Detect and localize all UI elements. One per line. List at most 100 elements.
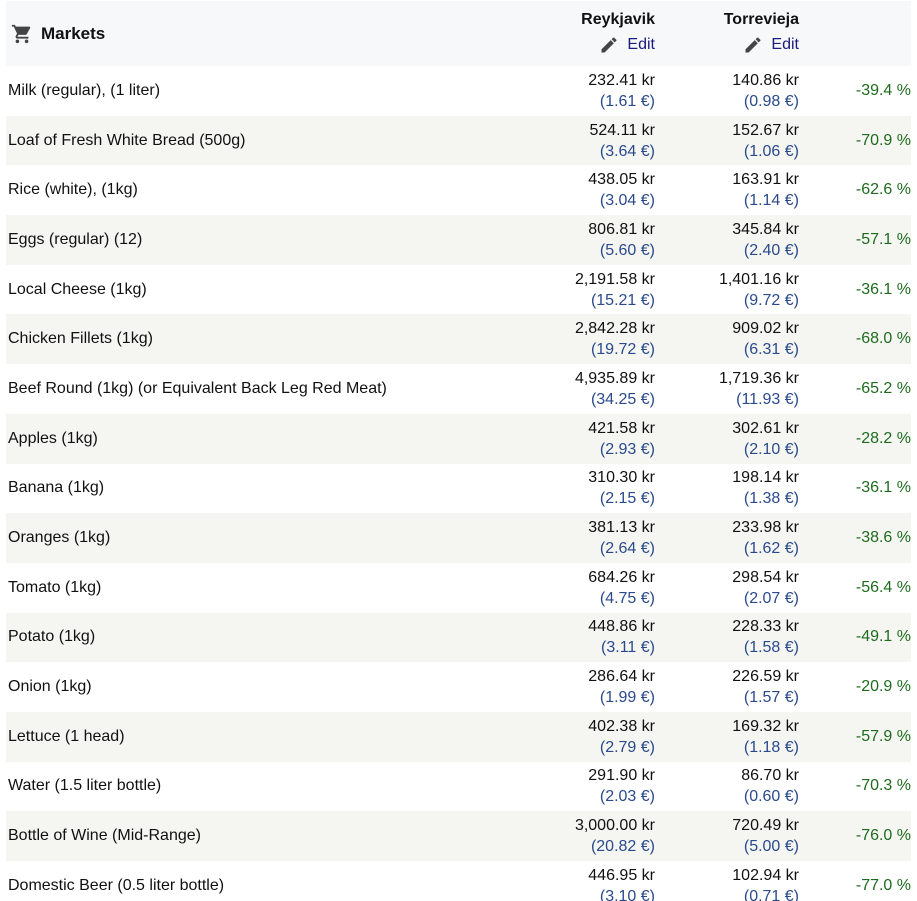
- city-2-price: 140.86 kr (0.98 €): [655, 66, 799, 116]
- city-name-2: Torrevieja: [723, 11, 799, 28]
- city-1-price: 286.64 kr (1.99 €): [526, 662, 655, 712]
- table-row: Lettuce (1 head) 402.38 kr (2.79 €) 169.…: [6, 711, 911, 762]
- price-kr: 86.70 kr: [741, 767, 799, 785]
- item-name: Rice (white), (1kg): [8, 181, 138, 199]
- price-difference: -70.9 %: [855, 131, 911, 149]
- city-1-price: 2,842.28 kr (19.72 €): [526, 314, 655, 364]
- table-row: Eggs (regular) (12) 806.81 kr (5.60 €) 3…: [6, 215, 911, 265]
- price-difference: -57.9 %: [855, 727, 911, 745]
- edit-city-2-button[interactable]: Edit: [743, 35, 799, 55]
- price-eur: (20.82 €): [590, 838, 655, 856]
- city-2-price: 228.33 kr (1.58 €): [655, 613, 799, 663]
- price-eur: (1.99 €): [599, 689, 655, 707]
- city-2-price: 102.94 kr (0.71 €): [655, 861, 799, 901]
- price-difference: -62.6 %: [855, 181, 911, 199]
- price-kr: 228.33 kr: [732, 618, 799, 636]
- section-header: Markets: [6, 1, 526, 66]
- table-row: Tomato (1kg) 684.26 kr (4.75 €) 298.54 k…: [6, 562, 911, 613]
- price-eur: (0.71 €): [743, 887, 799, 901]
- pencil-icon: [601, 37, 617, 53]
- price-kr: 310.30 kr: [588, 469, 655, 487]
- city-2-price: 198.14 kr (1.38 €): [655, 464, 799, 514]
- price-difference: -70.3 %: [855, 777, 911, 795]
- price-kr: 2,191.58 kr: [574, 270, 655, 288]
- price-kr: 446.95 kr: [588, 866, 655, 884]
- price-kr: 4,935.89 kr: [574, 369, 655, 387]
- table-row: Potato (1kg) 448.86 kr (3.11 €) 228.33 k…: [6, 612, 911, 663]
- item-name: Chicken Fillets (1kg): [8, 330, 153, 348]
- section-title: Markets: [41, 23, 106, 43]
- price-eur: (0.98 €): [743, 92, 799, 110]
- shopping-cart-icon: [11, 24, 31, 43]
- pencil-icon: [745, 37, 761, 53]
- price-kr: 226.59 kr: [732, 668, 799, 686]
- table-row: Local Cheese (1kg) 2,191.58 kr (15.21 €)…: [6, 264, 911, 315]
- price-difference: -68.0 %: [855, 330, 911, 348]
- city-1-price: 402.38 kr (2.79 €): [526, 712, 655, 762]
- item-name: Onion (1kg): [8, 678, 92, 696]
- price-kr: 909.02 kr: [732, 320, 799, 338]
- city-2-price: 720.49 kr (5.00 €): [655, 811, 799, 861]
- item-name: Potato (1kg): [8, 628, 96, 646]
- item-name: Oranges (1kg): [8, 529, 111, 547]
- table-row: Beef Round (1kg) (or Equivalent Back Leg…: [6, 364, 911, 414]
- item-name: Bottle of Wine (Mid-Range): [8, 827, 201, 845]
- price-eur: (5.60 €): [599, 241, 655, 259]
- price-difference: -36.1 %: [855, 280, 911, 298]
- price-eur: (2.15 €): [599, 490, 655, 508]
- price-eur: (1.38 €): [743, 490, 799, 508]
- price-kr: 152.67 kr: [732, 121, 799, 139]
- city-2-price: 1,719.36 kr (11.93 €): [655, 364, 799, 414]
- city-1-price: 806.81 kr (5.60 €): [526, 215, 655, 265]
- price-eur: (0.60 €): [743, 788, 799, 806]
- price-kr: 286.64 kr: [588, 668, 655, 686]
- price-eur: (2.40 €): [743, 241, 799, 259]
- price-eur: (3.11 €): [601, 639, 655, 657]
- edit-city-1-button[interactable]: Edit: [599, 35, 655, 55]
- city-1-price: 684.26 kr (4.75 €): [526, 563, 655, 613]
- price-eur: (3.04 €): [599, 192, 655, 210]
- price-difference: -36.1 %: [855, 479, 911, 497]
- city-2-price: 233.98 kr (1.62 €): [655, 513, 799, 563]
- price-kr: 3,000.00 kr: [574, 817, 655, 835]
- city-2-price: 163.91 kr (1.14 €): [655, 165, 799, 215]
- city-1-price: 232.41 kr (1.61 €): [526, 66, 655, 116]
- price-eur: (9.72 €): [743, 291, 799, 309]
- city-1-price: 4,935.89 kr (34.25 €): [526, 364, 655, 414]
- item-name: Milk (regular), (1 liter): [8, 81, 161, 99]
- table-row: Apples (1kg) 421.58 kr (2.93 €) 302.61 k…: [6, 413, 911, 464]
- item-name: Apples (1kg): [8, 429, 98, 447]
- price-eur: (11.93 €): [736, 390, 799, 408]
- price-eur: (2.64 €): [599, 540, 655, 558]
- item-name: Local Cheese (1kg): [8, 280, 147, 298]
- city-2-price: 298.54 kr (2.07 €): [655, 563, 799, 613]
- price-eur: (1.18 €): [743, 738, 799, 756]
- price-kr: 448.86 kr: [588, 618, 655, 636]
- city-name-1: Reykjavik: [581, 11, 655, 28]
- table-row: Onion (1kg) 286.64 kr (1.99 €) 226.59 kr…: [6, 662, 911, 712]
- price-difference: -57.1 %: [855, 230, 911, 248]
- city-1-price: 3,000.00 kr (20.82 €): [526, 811, 655, 861]
- price-kr: 1,719.36 kr: [718, 369, 799, 387]
- price-kr: 381.13 kr: [588, 519, 655, 537]
- price-eur: (2.79 €): [599, 738, 655, 756]
- price-difference: -76.0 %: [855, 827, 911, 845]
- city-2-price: 169.32 kr (1.18 €): [655, 712, 799, 762]
- city-1-price: 438.05 kr (3.04 €): [526, 165, 655, 215]
- city-column-header-1: Reykjavik Edit: [526, 1, 655, 66]
- table-row: Milk (regular), (1 liter) 232.41 kr (1.6…: [6, 66, 911, 116]
- table-header-row: Markets Reykjavik Edit Torrevieja: [6, 1, 911, 66]
- price-eur: (2.03 €): [599, 788, 655, 806]
- price-eur: (1.57 €): [743, 689, 799, 707]
- city-1-price: 310.30 kr (2.15 €): [526, 464, 655, 514]
- price-eur: (3.10 €): [599, 887, 655, 901]
- table-body: Milk (regular), (1 liter) 232.41 kr (1.6…: [6, 66, 911, 901]
- city-2-price: 302.61 kr (2.10 €): [655, 414, 799, 464]
- price-eur: (34.25 €): [590, 390, 655, 408]
- table-row: Water (1.5 liter bottle) 291.90 kr (2.03…: [6, 761, 911, 812]
- price-eur: (1.61 €): [599, 92, 655, 110]
- price-eur: (2.10 €): [743, 440, 799, 458]
- edit-label-2: Edit: [771, 36, 799, 53]
- price-eur: (6.31 €): [743, 341, 799, 359]
